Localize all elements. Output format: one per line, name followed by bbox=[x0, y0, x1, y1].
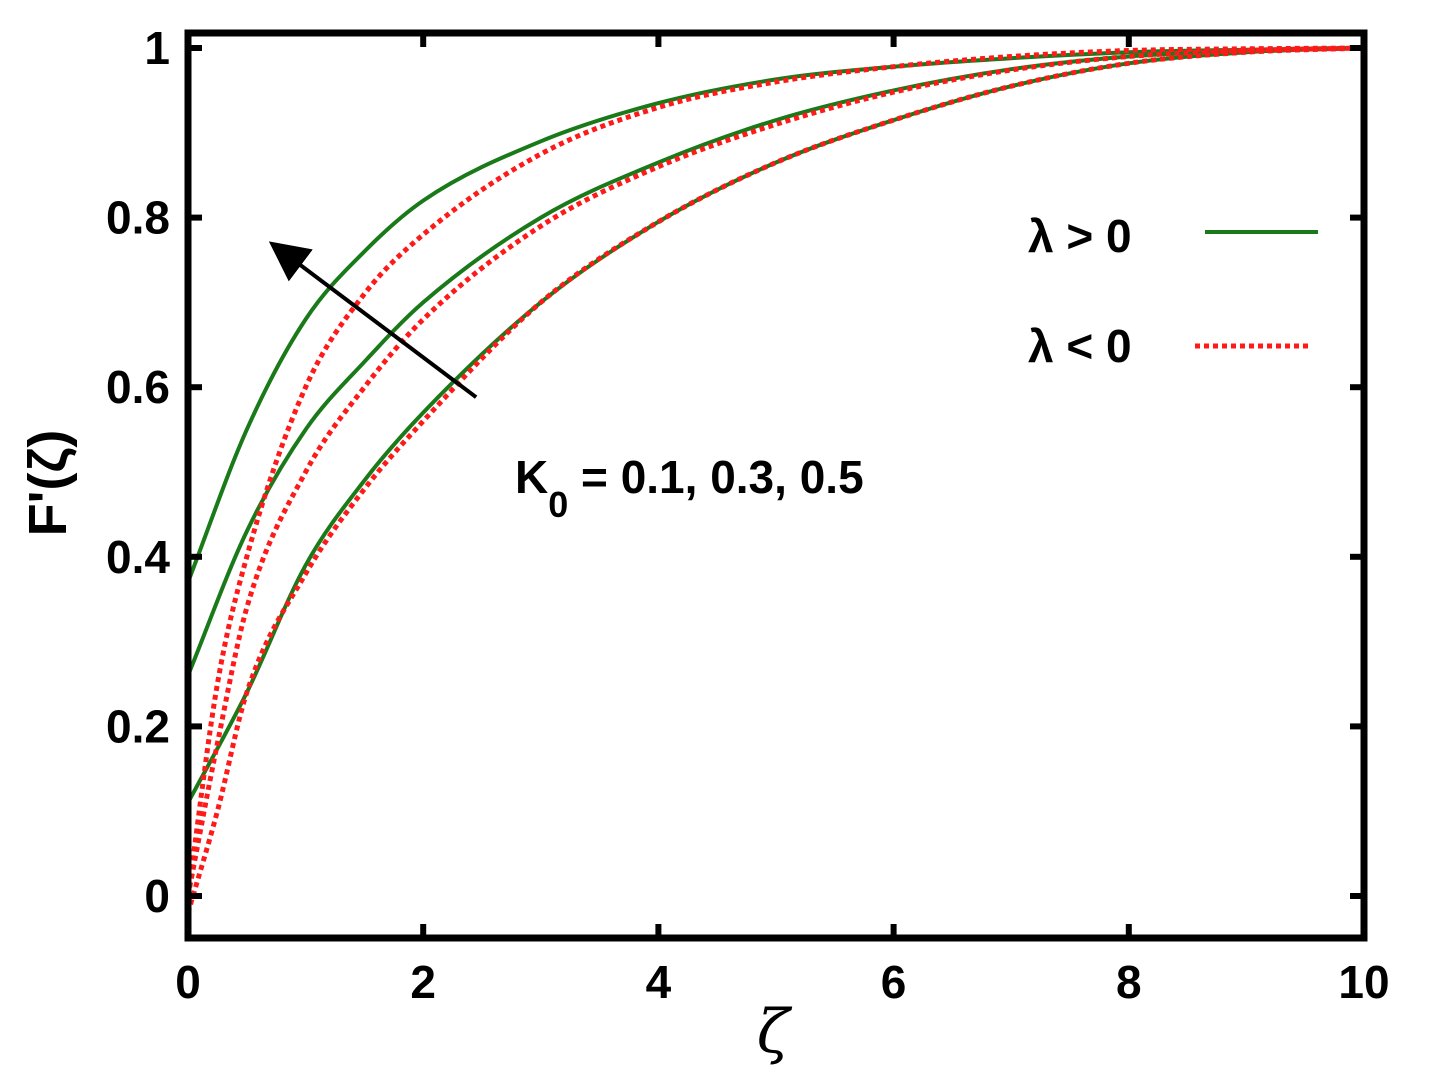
x-axis-label: ζ bbox=[757, 997, 793, 1067]
legend: λ > 0 λ < 0 bbox=[1028, 210, 1318, 372]
series-line-negative-4 bbox=[185, 45, 1365, 897]
y-tick-label: 0.6 bbox=[106, 361, 170, 413]
series-layer bbox=[185, 45, 1365, 914]
series-line-positive-1 bbox=[186, 46, 1365, 677]
y-tick-label: 0 bbox=[144, 870, 170, 922]
y-tick-label: 0.8 bbox=[106, 192, 170, 244]
legend-label-positive: λ > 0 bbox=[1028, 210, 1132, 262]
annotation-values: = 0.1, 0.3, 0.5 bbox=[568, 451, 863, 503]
x-tick-label: 10 bbox=[1338, 956, 1389, 1008]
series-line-positive-2 bbox=[186, 46, 1365, 804]
y-axis-label: F'(ζ) bbox=[18, 430, 78, 537]
legend-label-negative: λ < 0 bbox=[1028, 320, 1132, 372]
series-line-negative-3 bbox=[185, 45, 1365, 897]
series-line-negative-5 bbox=[185, 45, 1365, 914]
y-tick-label: 1 bbox=[144, 22, 170, 74]
y-tick-label: 0.4 bbox=[106, 531, 170, 583]
ticks-layer bbox=[185, 33, 1367, 938]
x-tick-label: 2 bbox=[410, 956, 436, 1008]
tick-labels: 0 2 4 6 8 10 0 0.2 0.4 0.6 0.8 1 bbox=[106, 22, 1390, 1008]
annotation-k: K bbox=[515, 451, 548, 503]
plot-frame bbox=[184, 29, 1368, 942]
x-tick-label: 6 bbox=[881, 956, 907, 1008]
annotation-arrow bbox=[268, 241, 478, 399]
x-tick-label: 8 bbox=[1116, 956, 1142, 1008]
annotation-text: K0 = 0.1, 0.3, 0.5 bbox=[515, 451, 864, 525]
annotation-subscript: 0 bbox=[548, 484, 568, 525]
x-tick-label: 4 bbox=[646, 956, 672, 1008]
y-tick-label: 0.2 bbox=[106, 700, 170, 752]
x-tick-label: 0 bbox=[175, 956, 201, 1008]
